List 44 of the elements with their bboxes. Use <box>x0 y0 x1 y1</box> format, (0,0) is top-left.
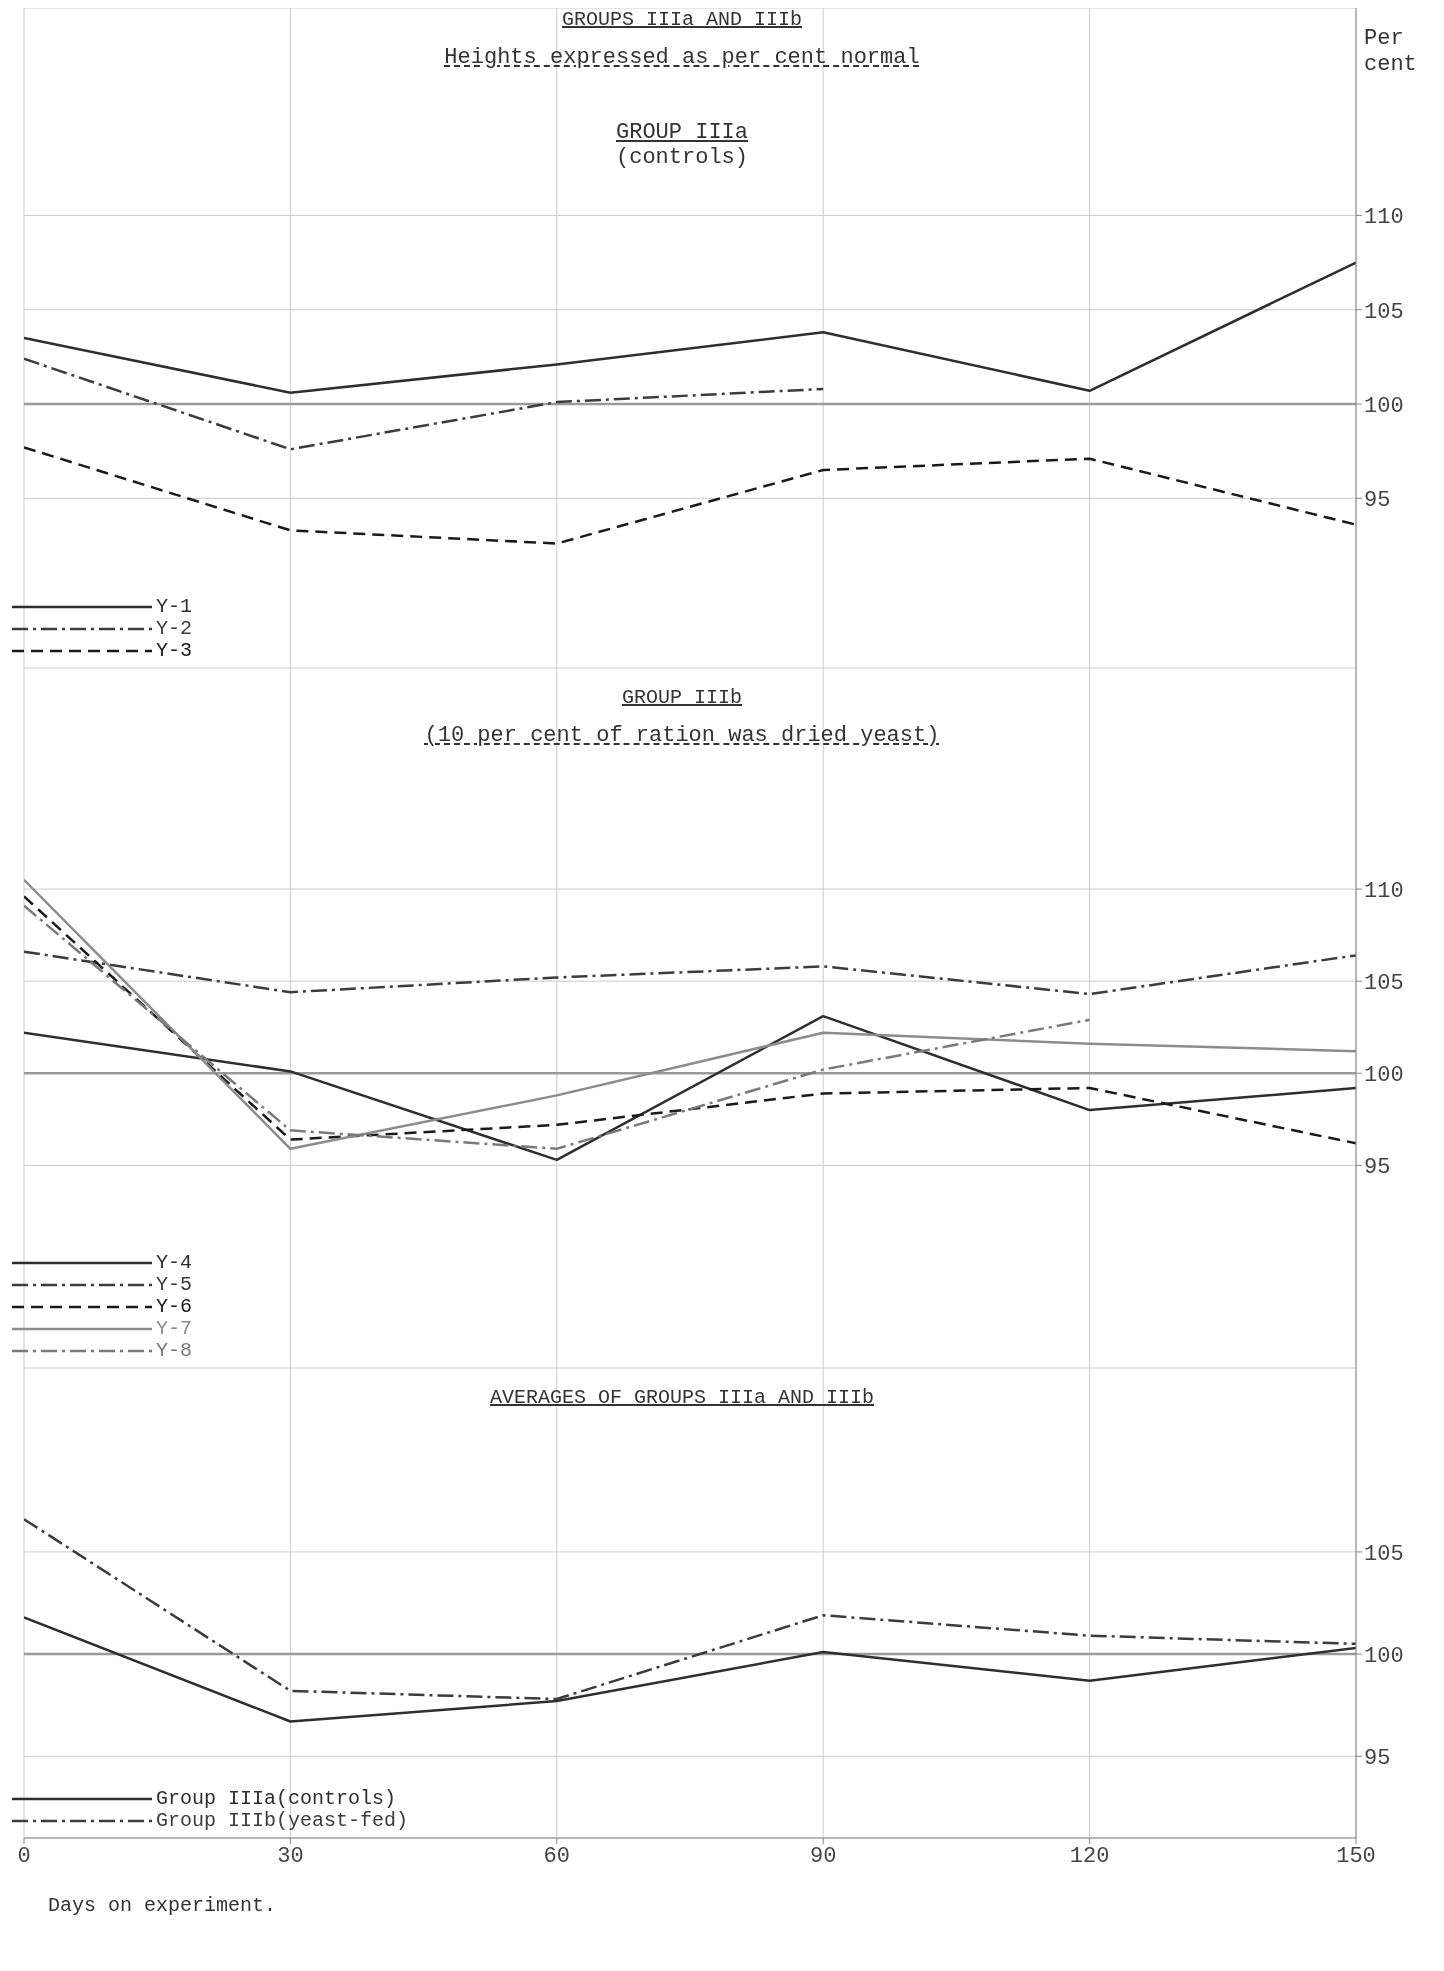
line-series <box>24 1517 1356 1701</box>
y-tick-label: 105 <box>1364 970 1404 996</box>
text: Group IIIa(controls) <box>156 1787 398 1810</box>
x-tick-label: 30 <box>277 1843 304 1869</box>
line-series <box>24 1616 1356 1723</box>
x-tick-label: 0 <box>17 1843 31 1869</box>
x-tick-label: 90 <box>810 1843 837 1869</box>
y-tick-label: 95 <box>1364 488 1391 514</box>
annotation: GROUP IIIa <box>615 120 749 145</box>
text: AVERAGES OF GROUPS IIIa AND IIIb <box>489 1386 875 1409</box>
text: Y-1 <box>156 595 193 618</box>
y-tick-label: 100 <box>1364 1643 1404 1669</box>
x-tick-label: 60 <box>543 1843 570 1869</box>
text: Y-4 <box>156 1251 193 1274</box>
text: Y-8 <box>156 1339 193 1362</box>
line-series <box>24 950 1356 996</box>
text: Y-6 <box>156 1295 193 1318</box>
y-tick-label: 95 <box>1364 1155 1391 1181</box>
y-axis-title: Per cent <box>1364 26 1418 78</box>
text: GROUP IIIb <box>621 686 743 709</box>
y-tick-label: 100 <box>1364 1063 1404 1089</box>
text: Y-7 <box>156 1317 193 1340</box>
text: Y-5 <box>156 1273 193 1296</box>
x-axis-title: Days on experiment. <box>48 1894 277 1917</box>
text: Group IIIb(yeast-fed) <box>156 1809 409 1832</box>
text: Y-2 <box>156 617 193 640</box>
x-tick-label: 120 <box>1069 1843 1110 1869</box>
y-tick-label: 105 <box>1364 1541 1404 1567</box>
line-series <box>24 446 1356 545</box>
text: Heights expressed as per cent normal <box>444 45 920 70</box>
line-series <box>24 261 1356 394</box>
line-series <box>24 1014 1356 1162</box>
chart-title: GROUPS IIIa AND IIIb <box>561 8 803 31</box>
line-series <box>24 904 1091 1151</box>
x-tick-label: 150 <box>1336 1843 1376 1869</box>
y-tick-label: 110 <box>1364 878 1404 904</box>
y-tick-label: 110 <box>1364 205 1404 231</box>
y-tick-label: 100 <box>1364 393 1404 419</box>
annotation: (controls) <box>615 145 749 170</box>
line-series <box>24 357 825 451</box>
y-tick-label: 95 <box>1364 1746 1391 1772</box>
text: Y-3 <box>156 639 193 662</box>
y-tick-label: 105 <box>1364 299 1404 325</box>
text: (10 per cent of ration was dried yeast) <box>424 723 940 748</box>
